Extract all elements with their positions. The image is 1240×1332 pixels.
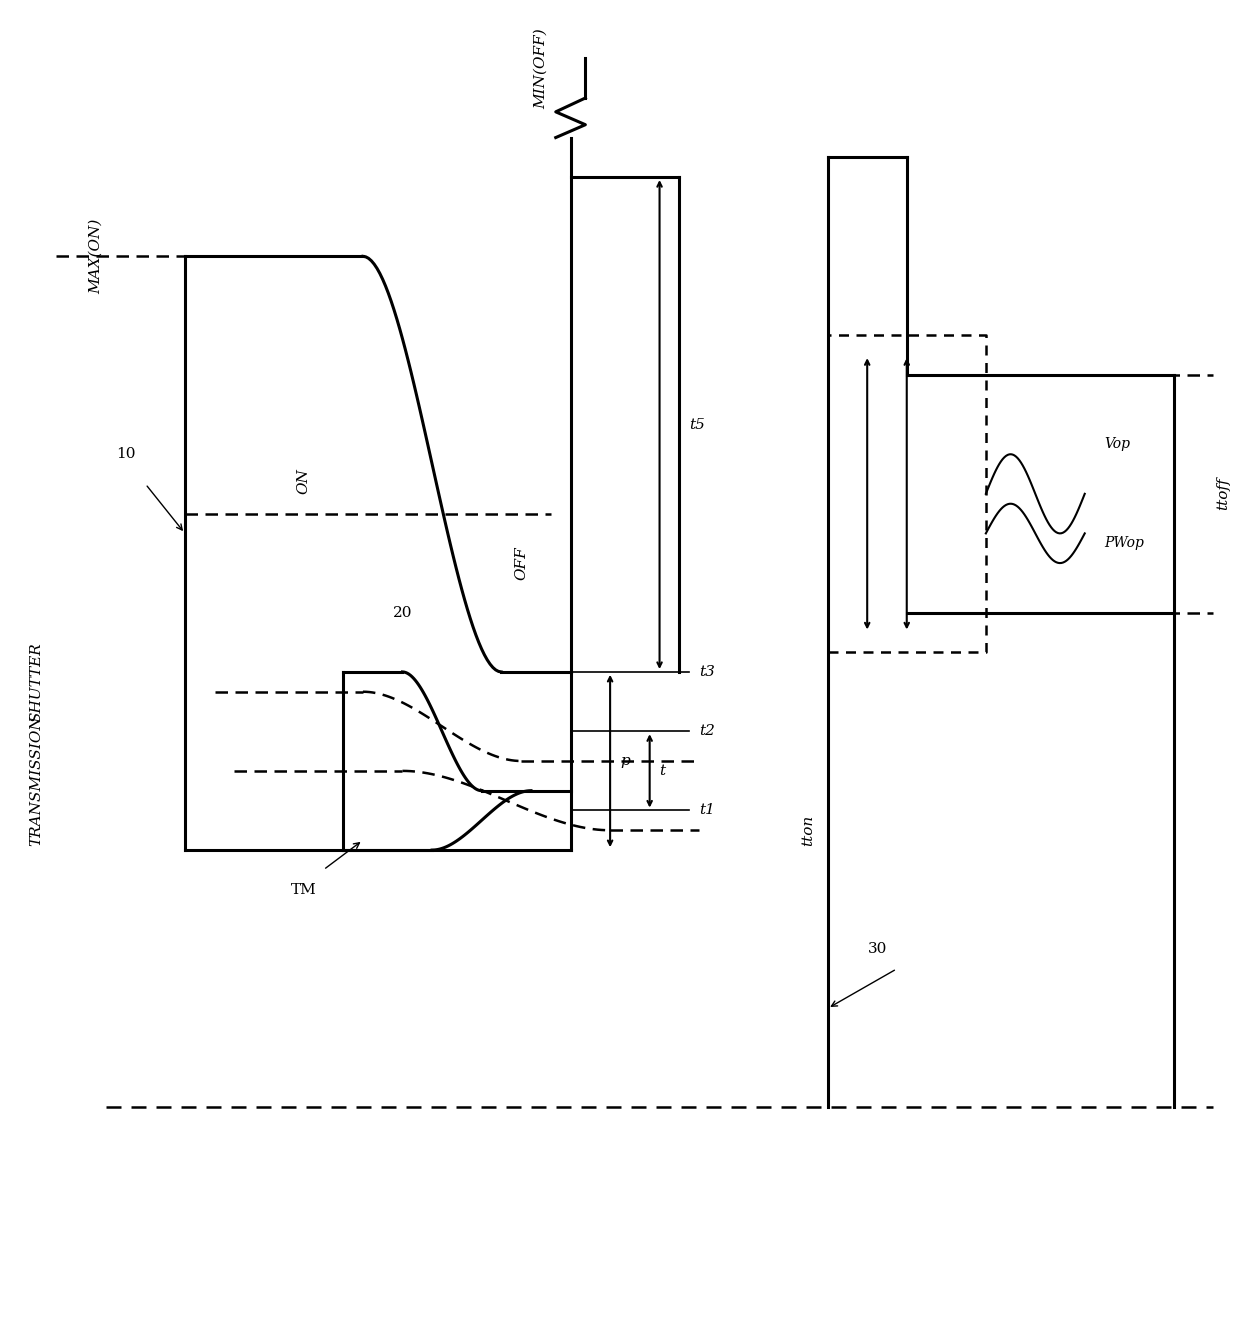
- Text: ttoff: ttoff: [1216, 477, 1230, 510]
- Text: Vop: Vop: [1105, 437, 1131, 452]
- Text: 30: 30: [868, 942, 887, 956]
- Text: p: p: [620, 754, 630, 769]
- Text: SHUTTER: SHUTTER: [30, 642, 43, 722]
- Text: TM: TM: [290, 883, 316, 896]
- Text: MIN(OFF): MIN(OFF): [534, 28, 548, 109]
- Text: PWop: PWop: [1105, 537, 1145, 550]
- Text: t: t: [660, 763, 666, 778]
- Text: t5: t5: [689, 417, 706, 432]
- Text: t3: t3: [699, 665, 715, 679]
- Text: 10: 10: [115, 448, 135, 461]
- Text: ON: ON: [296, 468, 310, 494]
- Text: TRANSMISSION: TRANSMISSION: [30, 715, 43, 846]
- Text: t1: t1: [699, 803, 715, 818]
- Text: MAX(ON): MAX(ON): [89, 218, 103, 294]
- Text: 20: 20: [393, 606, 412, 619]
- Text: t2: t2: [699, 725, 715, 738]
- Text: OFF: OFF: [515, 546, 528, 579]
- Text: tton: tton: [801, 815, 815, 846]
